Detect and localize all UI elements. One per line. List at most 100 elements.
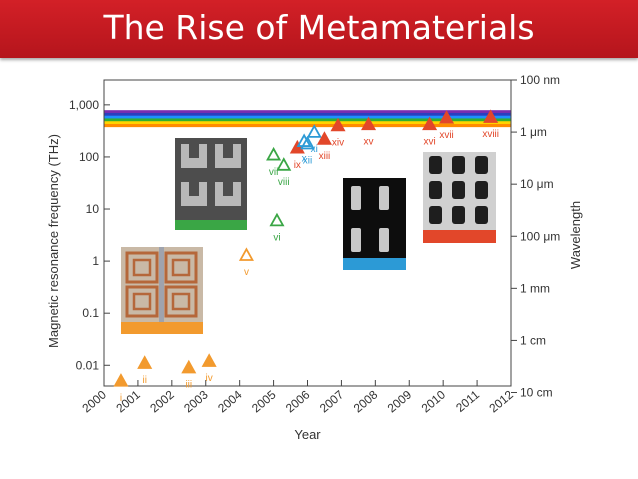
split-ring-inner bbox=[171, 292, 191, 311]
x-tick-label: 2003 bbox=[181, 387, 211, 415]
marker-vi bbox=[269, 212, 285, 227]
y2-tick-label: 1 mm bbox=[520, 281, 550, 295]
visible-band-stripe bbox=[104, 115, 511, 119]
red-inset-bar bbox=[423, 230, 496, 243]
marker-i bbox=[113, 373, 129, 387]
fishnet-hole bbox=[452, 181, 465, 199]
marker-label: xii bbox=[303, 156, 312, 167]
marker-label: xiv bbox=[332, 138, 344, 149]
visible-band-stripe bbox=[104, 112, 511, 117]
visible-band-stripe bbox=[104, 123, 511, 128]
x-tick-label: 2011 bbox=[453, 387, 482, 415]
y2-axis-label: Wavelength bbox=[568, 201, 583, 269]
x-tick-label: 2005 bbox=[249, 387, 279, 415]
u-shape bbox=[215, 182, 241, 206]
marker-label: viii bbox=[278, 177, 290, 188]
visible-band-stripe bbox=[104, 118, 511, 122]
x-tick-label: 2010 bbox=[419, 387, 449, 415]
marker-label: xviii bbox=[482, 129, 499, 140]
marker-xiii bbox=[316, 131, 332, 145]
marker-vii bbox=[266, 146, 282, 161]
marker-label: ix bbox=[294, 160, 301, 171]
marker-xvii bbox=[439, 110, 455, 124]
marker-xv bbox=[361, 116, 377, 131]
marker-ix bbox=[289, 139, 305, 154]
x-tick-label: 2007 bbox=[317, 387, 347, 415]
x-tick-label: 2006 bbox=[283, 387, 313, 415]
marker-label: ii bbox=[142, 375, 146, 386]
y-axis-label: Magnetic resonance frequency (THz) bbox=[46, 134, 61, 348]
marker-label: xv bbox=[364, 136, 374, 147]
fishnet-hole bbox=[452, 156, 465, 174]
fishnet-hole bbox=[429, 156, 442, 174]
slide-title: The Rise of Metamaterials bbox=[103, 8, 535, 47]
marker-label: i bbox=[120, 393, 122, 404]
marker-label: iv bbox=[206, 373, 213, 384]
split-ring-inner bbox=[171, 258, 191, 277]
split-ring bbox=[164, 251, 198, 284]
y-tick-label: 1,000 bbox=[69, 98, 99, 112]
x-tick-label: 2000 bbox=[79, 387, 109, 415]
marker-iii bbox=[181, 359, 197, 374]
y2-tick-label: 1 μm bbox=[520, 125, 547, 139]
y2-tick-label: 100 μm bbox=[520, 229, 560, 243]
split-ring-inner bbox=[132, 292, 152, 311]
y-tick-label: 100 bbox=[79, 150, 99, 164]
x-tick-label: 2002 bbox=[147, 387, 177, 415]
visible-band-stripe bbox=[104, 121, 511, 125]
nanorod bbox=[379, 228, 389, 252]
fishnet-hole bbox=[429, 206, 442, 224]
nanorod bbox=[379, 186, 389, 210]
y-tick-label: 1 bbox=[92, 254, 99, 268]
orange-inset-bar bbox=[121, 322, 203, 334]
u-shape bbox=[181, 182, 207, 206]
split-ring bbox=[125, 285, 159, 318]
marker-xiv bbox=[330, 117, 346, 132]
green-inset-bar bbox=[175, 220, 247, 230]
fishnet-hole bbox=[429, 181, 442, 199]
fishnet-hole bbox=[475, 156, 488, 174]
split-ring-inner bbox=[132, 258, 152, 277]
u-shape bbox=[181, 144, 207, 168]
y-tick-label: 0.01 bbox=[76, 358, 100, 372]
x-tick-label: 2001 bbox=[113, 387, 143, 415]
x-tick-label: 2012 bbox=[486, 387, 516, 415]
marker-v bbox=[238, 247, 254, 261]
x-tick-label: 2004 bbox=[215, 387, 245, 415]
split-ring bbox=[125, 251, 159, 284]
marker-label: x bbox=[302, 153, 307, 164]
marker-xii bbox=[299, 135, 316, 150]
x-tick-label: 2009 bbox=[385, 387, 415, 415]
x-tick-label: 2008 bbox=[351, 387, 381, 415]
nanorod bbox=[351, 186, 361, 210]
y2-tick-label: 1 cm bbox=[520, 333, 546, 347]
marker-ii bbox=[137, 355, 153, 369]
visible-band-stripe bbox=[104, 110, 511, 114]
marker-label: vi bbox=[273, 233, 280, 244]
fishnet-hole bbox=[475, 181, 488, 199]
nanorod bbox=[351, 228, 361, 252]
inset-wire bbox=[159, 247, 164, 322]
marker-viii bbox=[276, 157, 292, 171]
title-bar: The Rise of Metamaterials bbox=[0, 0, 638, 58]
y-tick-label: 10 bbox=[86, 202, 100, 216]
marker-xi bbox=[306, 124, 322, 138]
marker-xvi bbox=[422, 116, 438, 131]
marker-label: vii bbox=[269, 167, 278, 178]
marker-x bbox=[296, 133, 312, 147]
y2-tick-label: 100 nm bbox=[520, 73, 560, 87]
marker-label: xi bbox=[311, 144, 318, 155]
marker-label: v bbox=[244, 267, 249, 278]
marker-xviii bbox=[483, 109, 499, 123]
fishnet-hole bbox=[452, 206, 465, 224]
y2-tick-label: 10 cm bbox=[520, 386, 553, 400]
fishnet-hole bbox=[475, 206, 488, 224]
x-axis-label: Year bbox=[294, 427, 321, 442]
marker-label: xvi bbox=[423, 136, 435, 147]
split-ring bbox=[164, 285, 198, 318]
marker-label: xvii bbox=[439, 130, 453, 141]
y-tick-label: 0.1 bbox=[82, 306, 99, 320]
marker-label: iii bbox=[185, 380, 192, 391]
u-shape bbox=[215, 144, 241, 168]
